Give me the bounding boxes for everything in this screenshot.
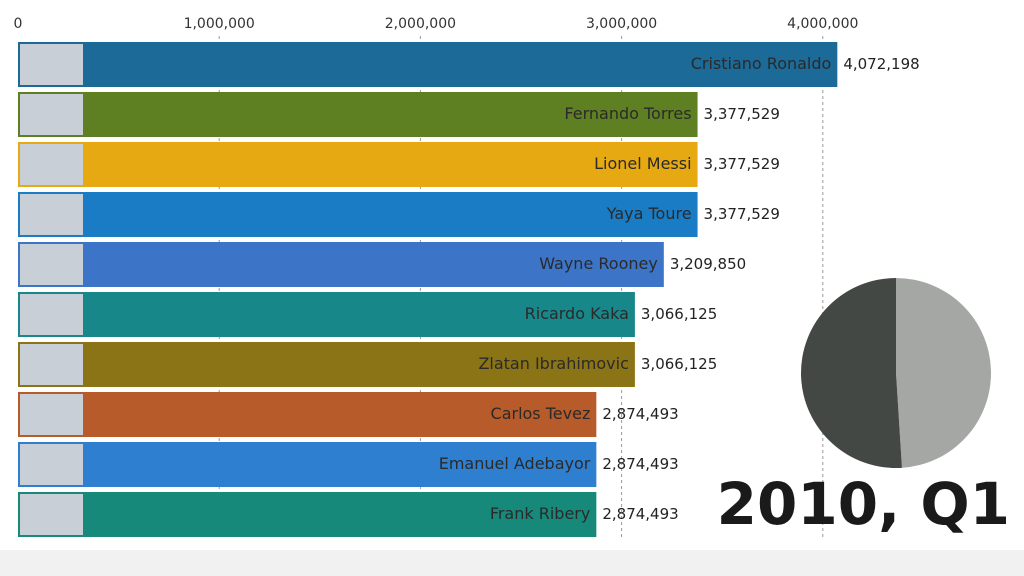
bar-name: Yaya Toure <box>606 204 692 223</box>
value-label: 3,377,529 <box>704 155 780 173</box>
player-photo <box>20 94 83 135</box>
bar <box>18 342 635 387</box>
value-label: 2,874,493 <box>602 455 678 473</box>
pie-slice <box>800 278 902 468</box>
player-photo <box>20 494 83 535</box>
player-photo <box>20 44 83 85</box>
value-label: 3,066,125 <box>641 355 717 373</box>
x-tick-label: 2,000,000 <box>385 16 456 32</box>
bar <box>18 92 698 137</box>
bar <box>18 192 698 237</box>
bar <box>18 392 597 437</box>
bar-name: Wayne Rooney <box>539 254 658 273</box>
value-label: 2,874,493 <box>602 505 678 523</box>
bar-name: Zlatan Ibrahimovic <box>478 354 628 373</box>
bar-name: Emanuel Adebayor <box>439 454 591 473</box>
bar <box>18 42 838 87</box>
bar <box>18 292 635 337</box>
bar <box>18 242 664 287</box>
x-tick-label: 1,000,000 <box>184 16 255 32</box>
bar-name: Fernando Torres <box>564 104 691 123</box>
x-tick-label: 0 <box>14 16 23 32</box>
bar-name: Carlos Tevez <box>491 404 591 423</box>
player-photo <box>20 394 83 435</box>
value-label: 4,072,198 <box>843 55 919 73</box>
player-photo <box>20 144 83 185</box>
player-photo <box>20 244 83 285</box>
x-tick-label: 4,000,000 <box>787 16 858 32</box>
bar-name: Lionel Messi <box>594 154 691 173</box>
value-label: 3,377,529 <box>704 105 780 123</box>
bar <box>18 442 597 487</box>
bar-name: Frank Ribery <box>490 504 591 523</box>
value-label: 2,874,493 <box>602 405 678 423</box>
bottom-band <box>0 550 1024 576</box>
value-label: 3,209,850 <box>670 255 746 273</box>
bar <box>18 492 597 537</box>
player-photo <box>20 444 83 485</box>
period-label: 2010, Q1 <box>717 470 1010 538</box>
bar-name: Ricardo Kaka <box>525 304 629 323</box>
x-tick-label: 3,000,000 <box>586 16 657 32</box>
player-photo <box>20 344 83 385</box>
player-photo <box>20 194 83 235</box>
pie-slice <box>896 278 991 468</box>
bar-name: Cristiano Ronaldo <box>691 54 832 73</box>
value-label: 3,377,529 <box>704 205 780 223</box>
bar <box>18 142 698 187</box>
player-photo <box>20 294 83 335</box>
value-label: 3,066,125 <box>641 305 717 323</box>
